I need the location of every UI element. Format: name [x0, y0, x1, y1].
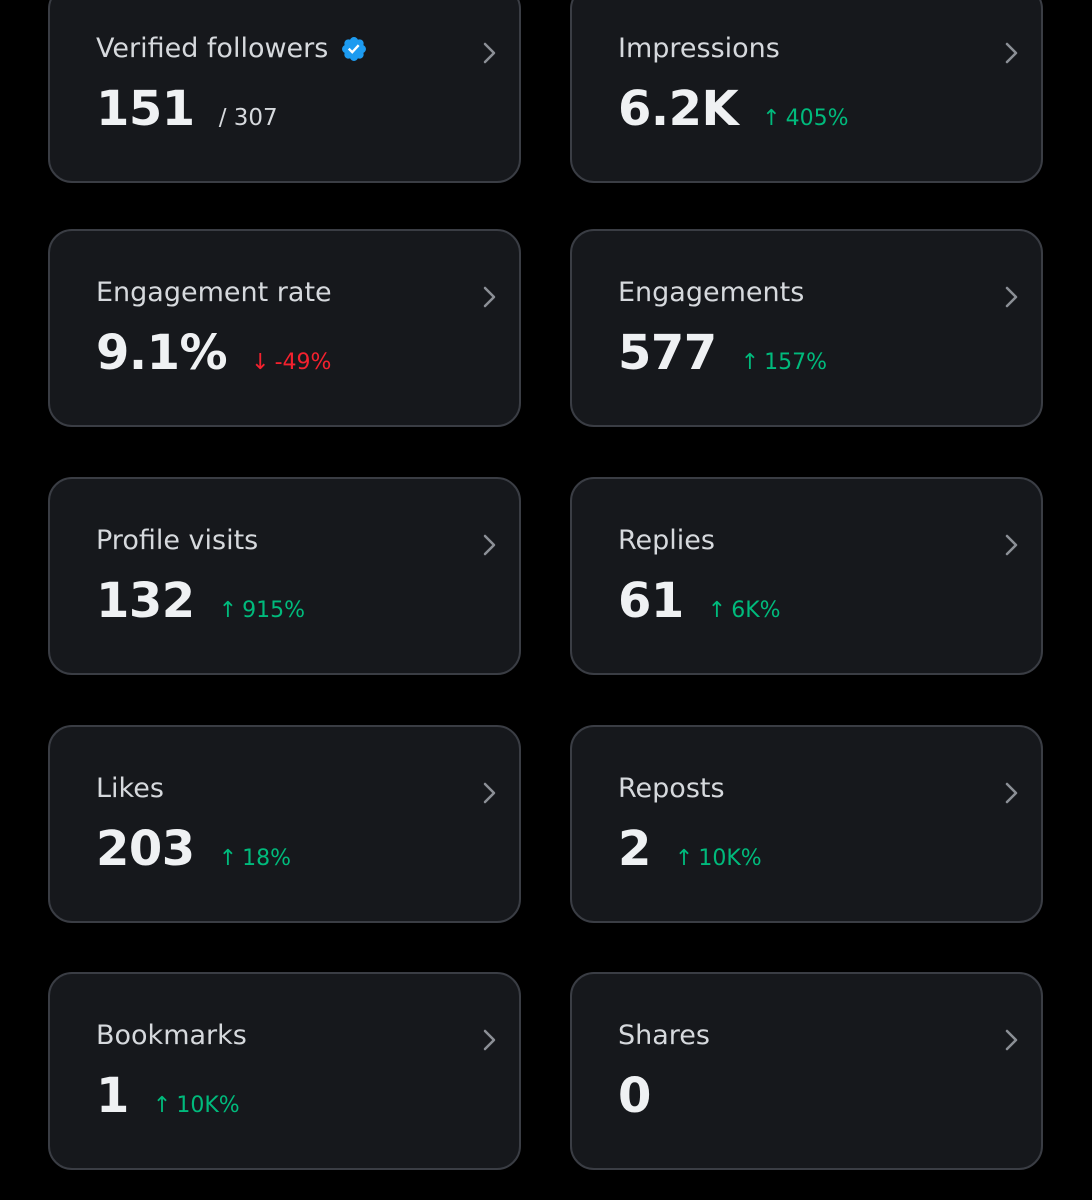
- arrow-up-icon: ↑: [707, 598, 727, 623]
- card-verified-followers[interactable]: Verified followers 151 / 307: [48, 0, 521, 183]
- change-value: 10K%: [176, 1093, 240, 1118]
- card-profile-visits[interactable]: Profile visits 132 ↑ 915%: [48, 477, 521, 675]
- change-value: 18%: [242, 846, 292, 871]
- card-label: Impressions: [618, 33, 780, 64]
- metric-value: 1: [96, 1068, 129, 1124]
- card-engagement-rate[interactable]: Engagement rate 9.1% ↓ -49%: [48, 229, 521, 427]
- change-value: 915%: [242, 598, 306, 623]
- metric-value: 577: [618, 325, 717, 381]
- card-value-row: 6.2K ↑ 405%: [618, 79, 849, 139]
- arrow-up-icon: ↑: [740, 350, 760, 375]
- chevron-right-icon: [1005, 42, 1018, 64]
- card-value-row: 61 ↑ 6K%: [618, 571, 781, 631]
- metric-change: ↑ 6K%: [708, 598, 781, 623]
- card-value-row: 151 / 307: [96, 79, 278, 139]
- chevron-right-icon: [483, 782, 496, 804]
- metric-value: 203: [96, 821, 195, 877]
- chevron-right-icon: [1005, 782, 1018, 804]
- card-label: Replies: [618, 525, 715, 556]
- card-label: Engagement rate: [96, 277, 332, 308]
- metric-value: 0: [618, 1068, 651, 1124]
- card-likes[interactable]: Likes 203 ↑ 18%: [48, 725, 521, 923]
- card-value-row: 9.1% ↓ -49%: [96, 323, 331, 383]
- chevron-right-icon: [483, 286, 496, 308]
- chevron-right-icon: [1005, 534, 1018, 556]
- arrow-up-icon: ↑: [674, 846, 694, 871]
- metric-value: 2: [618, 821, 651, 877]
- card-value-row: 0: [618, 1066, 651, 1126]
- card-label: Likes: [96, 773, 164, 804]
- change-value: 6K%: [731, 598, 781, 623]
- metric-value: 6.2K: [618, 81, 739, 137]
- chevron-right-icon: [483, 42, 496, 64]
- card-label: Shares: [618, 1020, 710, 1051]
- chevron-right-icon: [1005, 1029, 1018, 1051]
- card-impressions[interactable]: Impressions 6.2K ↑ 405%: [570, 0, 1043, 183]
- card-engagements[interactable]: Engagements 577 ↑ 157%: [570, 229, 1043, 427]
- card-value-row: 203 ↑ 18%: [96, 819, 291, 879]
- arrow-up-icon: ↑: [762, 106, 781, 131]
- metric-change: ↑ 157%: [741, 350, 827, 375]
- card-label: Engagements: [618, 277, 805, 308]
- chevron-right-icon: [1005, 286, 1018, 308]
- verified-badge-icon: [342, 37, 367, 61]
- change-value: -49%: [274, 350, 332, 375]
- arrow-up-icon: ↑: [218, 598, 238, 623]
- metric-value: 61: [618, 573, 684, 629]
- card-reposts[interactable]: Reposts 2 ↑ 10K%: [570, 725, 1043, 923]
- metric-value: 132: [96, 573, 195, 629]
- metric-change: ↑ 10K%: [153, 1093, 240, 1118]
- metric-total: / 307: [218, 105, 278, 131]
- card-label: Verified followers: [96, 31, 368, 67]
- metric-change: ↓ -49%: [251, 350, 331, 375]
- change-value: 157%: [764, 350, 828, 375]
- card-bookmarks[interactable]: Bookmarks 1 ↑ 10K%: [48, 972, 521, 1170]
- arrow-down-icon: ↓: [251, 350, 270, 375]
- metric-change: ↑ 10K%: [675, 846, 762, 871]
- card-value-row: 132 ↑ 915%: [96, 571, 305, 631]
- metric-change: ↑ 18%: [219, 846, 291, 871]
- chevron-right-icon: [483, 534, 496, 556]
- change-value: 405%: [785, 106, 849, 131]
- chevron-right-icon: [483, 1029, 496, 1051]
- metric-value: 9.1%: [96, 325, 228, 381]
- arrow-up-icon: ↑: [218, 846, 238, 871]
- card-value-row: 1 ↑ 10K%: [96, 1066, 240, 1126]
- arrow-up-icon: ↑: [152, 1093, 172, 1118]
- card-label: Bookmarks: [96, 1020, 247, 1051]
- card-shares[interactable]: Shares 0: [570, 972, 1043, 1170]
- card-value-row: 577 ↑ 157%: [618, 323, 827, 383]
- metric-value: 151: [96, 81, 195, 137]
- card-replies[interactable]: Replies 61 ↑ 6K%: [570, 477, 1043, 675]
- card-value-row: 2 ↑ 10K%: [618, 819, 762, 879]
- card-label: Reposts: [618, 773, 725, 804]
- change-value: 10K%: [698, 846, 762, 871]
- metric-change: ↑ 915%: [219, 598, 305, 623]
- metric-change: ↑ 405%: [762, 106, 848, 131]
- card-label: Profile visits: [96, 525, 259, 556]
